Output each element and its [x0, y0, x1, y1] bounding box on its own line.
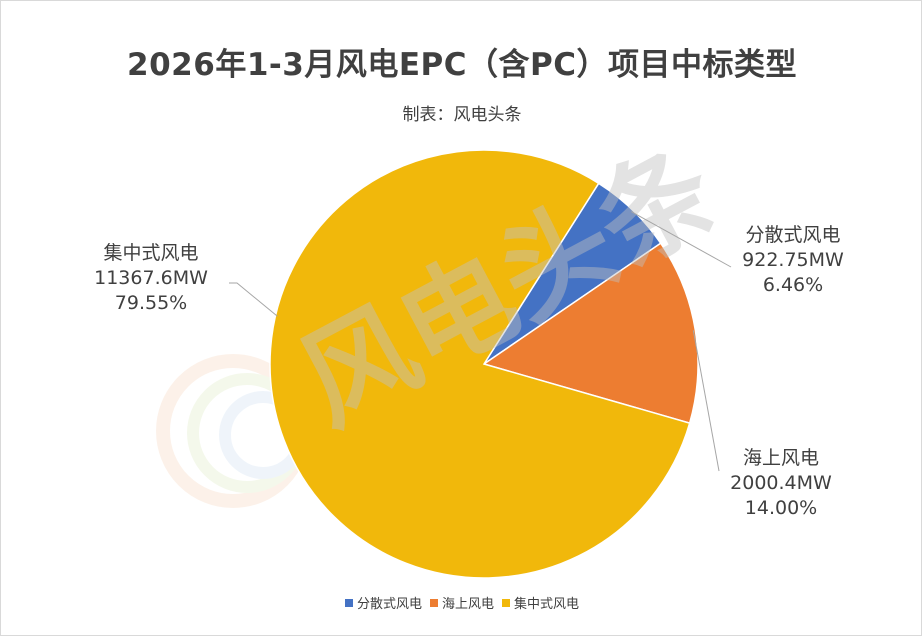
- data-label-distributed-wind: 分散式风电 922.75MW 6.46%: [713, 223, 873, 298]
- legend-swatch: [502, 598, 510, 607]
- data-label-value: 922.75MW: [742, 249, 844, 271]
- data-label-offshore-wind: 海上风电 2000.4MW 14.00%: [701, 446, 861, 521]
- legend-swatch: [429, 598, 438, 607]
- data-label-value: 11367.6MW: [94, 267, 208, 289]
- data-label-name: 分散式风电: [745, 224, 841, 246]
- pie-slice-centralized-wind: [269, 149, 691, 579]
- legend-label: 集中式风电: [514, 597, 580, 612]
- leader-line: [229, 282, 278, 317]
- chart-title: 2026年1-3月风电EPC（含PC）项目中标类型: [127, 47, 797, 83]
- pie-slice-offshore-wind: [482, 242, 699, 425]
- data-label-value: 2000.4MW: [730, 472, 832, 494]
- data-label-percent: 6.46%: [762, 274, 824, 296]
- data-label-name: 集中式风电: [103, 242, 199, 264]
- legend-swatch: [344, 598, 353, 607]
- leader-line: [692, 330, 720, 472]
- leader-line: [631, 211, 732, 268]
- data-label-percent: 79.55%: [114, 292, 188, 314]
- data-label-name: 海上风电: [742, 447, 819, 469]
- legend-item-offshore-wind: 海上风电: [429, 593, 494, 612]
- legend: 分散式风电 海上风电 集中式风电: [1, 593, 922, 612]
- data-label-centralized-wind: 集中式风电 11367.6MW 79.55%: [71, 241, 231, 316]
- legend-item-distributed-wind: 分散式风电: [344, 593, 422, 612]
- legend-label: 分散式风电: [356, 597, 422, 612]
- data-label-percent: 14.00%: [744, 497, 818, 519]
- chart-subtitle: 制表：风电头条: [402, 105, 522, 125]
- legend-item-centralized-wind: 集中式风电: [502, 593, 579, 612]
- legend-label: 海上风电: [441, 597, 494, 612]
